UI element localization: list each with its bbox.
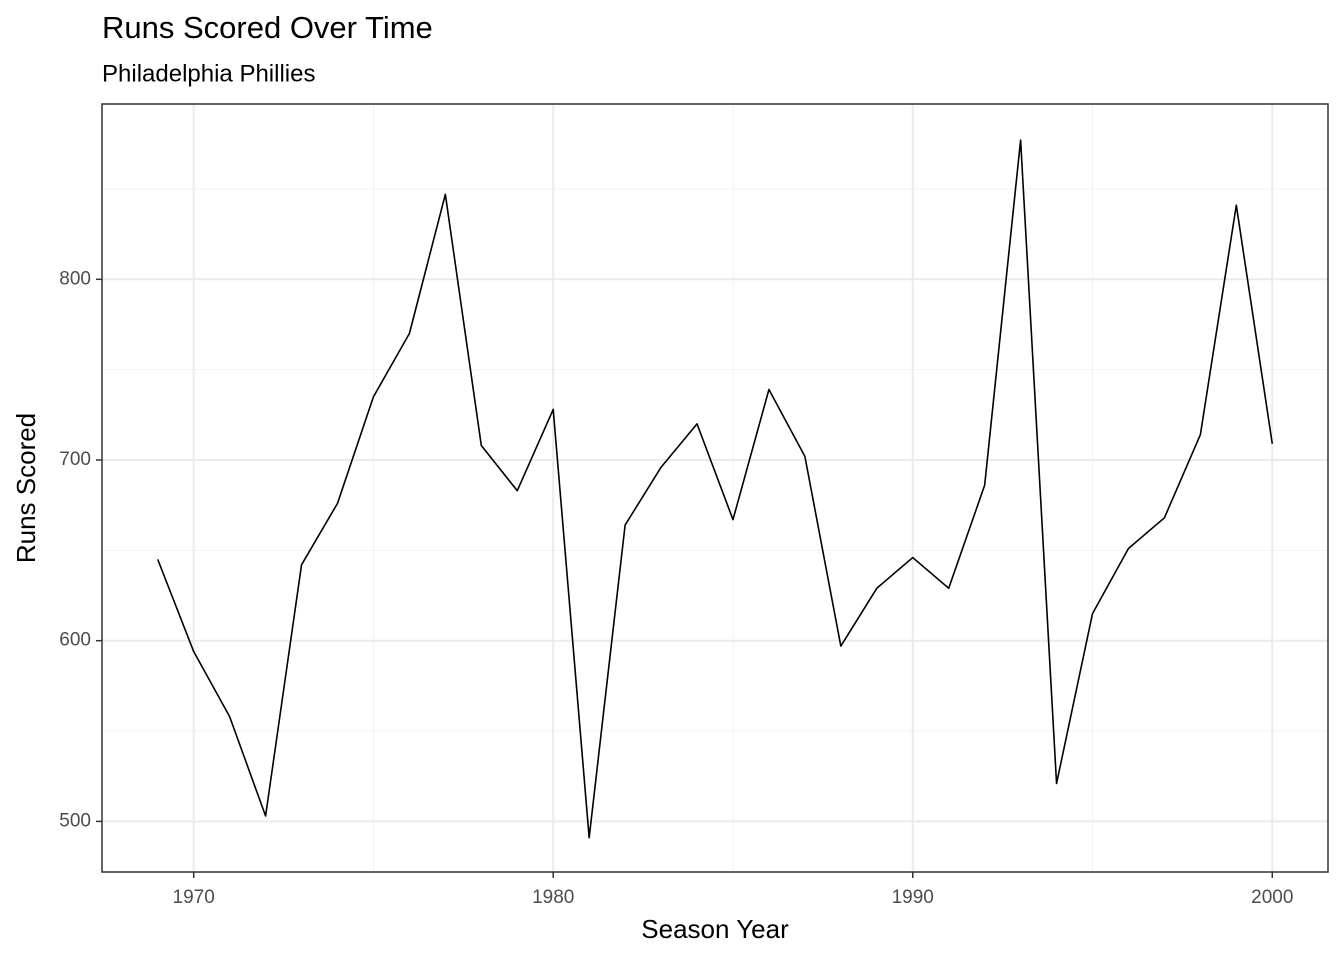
- chart-subtitle: Philadelphia Phillies: [102, 60, 315, 87]
- y-tick-label: 700: [59, 449, 91, 470]
- data-line: [156, 139, 1274, 839]
- chart-title: Runs Scored Over Time: [102, 10, 433, 45]
- panel-border: [101, 103, 1329, 873]
- y-tick-label: 600: [59, 630, 91, 651]
- y-axis-title: Runs Scored: [11, 413, 41, 563]
- x-axis-title: Season Year: [641, 914, 789, 944]
- x-tick-label: 1980: [532, 887, 574, 908]
- y-tick-label: 800: [59, 268, 91, 289]
- x-tick-label: 2000: [1251, 887, 1293, 908]
- y-tick-label: 500: [59, 810, 91, 831]
- x-tick-label: 1990: [892, 887, 934, 908]
- x-tick-label: 1970: [173, 887, 215, 908]
